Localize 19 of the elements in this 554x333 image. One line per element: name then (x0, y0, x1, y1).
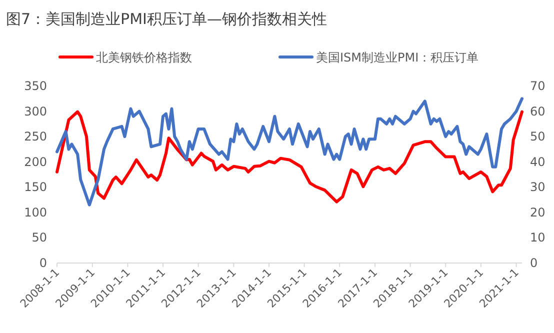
legend-label: 北美钢铁价格指数 (96, 50, 192, 64)
y-tick-label: 200 (24, 154, 47, 169)
legend-label: 美国ISM制造业PMI：积压订单 (316, 50, 479, 64)
y-tick-label: 150 (24, 180, 47, 194)
y-tick-label: 350 (24, 79, 47, 93)
y2-tick-label: 50 (530, 130, 546, 144)
y-tick-label: 250 (24, 130, 47, 144)
y2-tick-label: 20 (530, 205, 546, 220)
y-tick-label: 0 (39, 256, 47, 270)
y-tick-label: 100 (24, 205, 47, 220)
y-tick-label: 50 (32, 230, 47, 245)
chart-title: 图7：美国制造业PMI积压订单—钢价指数相关性 (6, 10, 327, 28)
y2-tick-label: 40 (530, 154, 546, 169)
y2-tick-label: 0 (530, 256, 538, 270)
y2-tick-label: 10 (530, 230, 546, 245)
y2-tick-label: 60 (530, 104, 546, 118)
y2-tick-label: 30 (530, 180, 546, 194)
y-tick-label: 300 (24, 104, 47, 118)
y2-tick-label: 70 (530, 79, 546, 93)
